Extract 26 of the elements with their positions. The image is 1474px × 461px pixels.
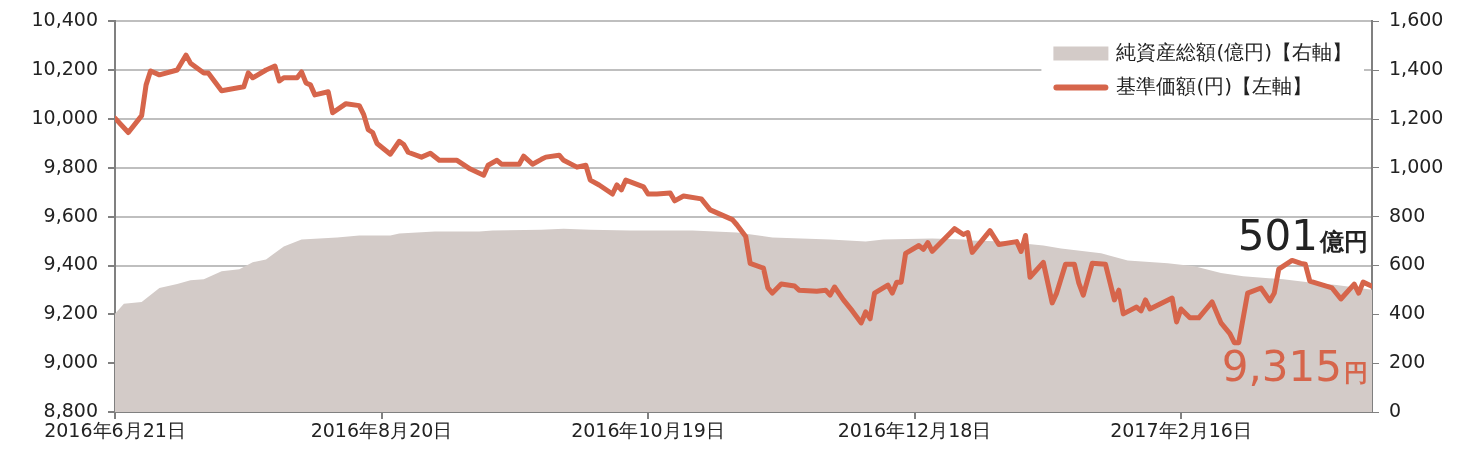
y2-tick-label: 1,000: [1389, 154, 1444, 177]
x-tick-label: 2016年8月20日: [310, 419, 453, 442]
legend-label: 基準価額(円)【左軸】: [1116, 73, 1312, 98]
legend-label: 純資産総額(億円)【右軸】: [1116, 39, 1352, 64]
y-tick-label: 9,800: [43, 154, 98, 177]
y-tick-label: 10,400: [31, 8, 98, 31]
y-tick-label: 9,600: [43, 203, 98, 226]
y2-tick-label: 1,400: [1389, 57, 1444, 80]
y-tick-label: 9,400: [43, 252, 98, 275]
annotation: 501億円: [1237, 210, 1368, 260]
y2-tick-label: 0: [1389, 398, 1402, 421]
y2-tick-label: 1,600: [1389, 8, 1444, 31]
y-tick-label: 10,000: [31, 105, 98, 128]
y-tick-label: 9,200: [43, 301, 98, 324]
y2-tick-label: 600: [1389, 252, 1426, 275]
y-tick-label: 9,000: [43, 350, 98, 373]
x-tick-label: 2016年6月21日: [44, 419, 186, 442]
y2-tick-label: 200: [1389, 350, 1426, 373]
y2-tick-label: 800: [1389, 203, 1426, 226]
x-tick-label: 2016年12月18日: [837, 419, 992, 442]
y2-tick-label: 1,200: [1389, 105, 1444, 128]
x-tick-label: 2017年2月16日: [1110, 419, 1252, 442]
x-tick-label: 2016年10月19日: [571, 419, 725, 442]
y-tick-label: 10,200: [31, 57, 98, 80]
y2-tick-label: 400: [1389, 301, 1426, 324]
y-tick-label: 8,800: [43, 398, 98, 421]
